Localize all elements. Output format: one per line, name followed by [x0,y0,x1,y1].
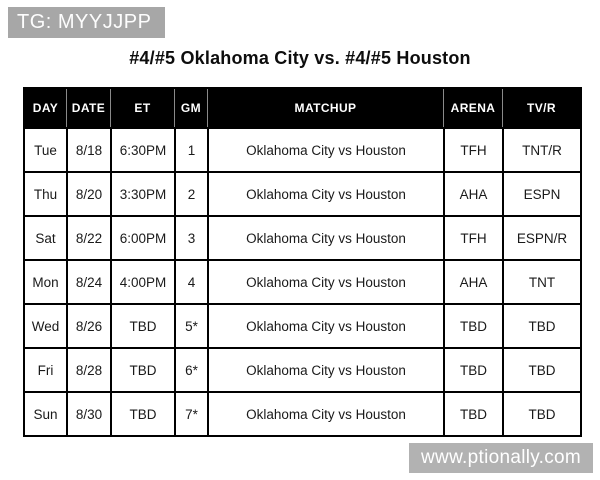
schedule-table-body: Tue 8/18 6:30PM 1 Oklahoma City vs Houston TF… [25,127,580,435]
table-row: Fri 8/28 TBD 6* Oklahoma City vs Houston TBD T… [25,347,580,391]
tag-badge: TG: MYYJJPP [8,7,166,38]
schedule-table-header: DAY DATE ET GM MATCHUP ARENA TV/R [25,89,580,127]
cell-arena: TBD [443,391,502,435]
cell-et: 6:30PM [110,127,174,171]
cell-tv: ESPN [502,171,580,215]
cell-date: 8/18 [66,127,110,171]
cell-arena: TBD [443,303,502,347]
cell-arena: TFH [443,127,502,171]
cell-day: Sun [25,391,66,435]
cell-tv: ESPN/R [502,215,580,259]
table-row: Wed 8/26 TBD 5* Oklahoma City vs Houston TBD T… [25,303,580,347]
cell-matchup: Oklahoma City vs Houston [207,127,443,171]
column-header-tvr: TV/R [502,89,580,127]
cell-et: 6:00PM [110,215,174,259]
cell-tv: TNT [502,259,580,303]
cell-tv: TBD [502,303,580,347]
cell-tv: TBD [502,391,580,435]
column-header-gm: GM [174,89,207,127]
cell-matchup: Oklahoma City vs Houston [207,215,443,259]
column-header-matchup: MATCHUP [207,89,443,127]
cell-et: 4:00PM [110,259,174,303]
column-header-day: DAY [25,89,66,127]
cell-arena: TBD [443,347,502,391]
cell-gm: 7* [174,391,207,435]
cell-day: Mon [25,259,66,303]
table-row: Sat 8/22 6:00PM 3 Oklahoma City vs Houston TF… [25,215,580,259]
cell-date: 8/22 [66,215,110,259]
cell-date: 8/20 [66,171,110,215]
cell-et: 3:30PM [110,171,174,215]
cell-date: 8/30 [66,391,110,435]
cell-gm: 2 [174,171,207,215]
cell-gm: 5* [174,303,207,347]
table-row: Mon 8/24 4:00PM 4 Oklahoma City vs Houston AH… [25,259,580,303]
cell-matchup: Oklahoma City vs Houston [207,347,443,391]
cell-et: TBD [110,303,174,347]
cell-tv: TNT/R [502,127,580,171]
cell-matchup: Oklahoma City vs Houston [207,303,443,347]
cell-day: Sat [25,215,66,259]
column-header-arena: ARENA [443,89,502,127]
cell-matchup: Oklahoma City vs Houston [207,391,443,435]
cell-day: Fri [25,347,66,391]
cell-gm: 4 [174,259,207,303]
cell-matchup: Oklahoma City vs Houston [207,171,443,215]
table-row: Tue 8/18 6:30PM 1 Oklahoma City vs Houston TF… [25,127,580,171]
table-row: Thu 8/20 3:30PM 2 Oklahoma City vs Houston AH… [25,171,580,215]
cell-date: 8/24 [66,259,110,303]
column-header-et: ET [110,89,174,127]
header-row: DAY DATE ET GM MATCHUP ARENA TV/R [25,89,580,127]
cell-gm: 6* [174,347,207,391]
cell-matchup: Oklahoma City vs Houston [207,259,443,303]
cell-date: 8/28 [66,347,110,391]
cell-et: TBD [110,347,174,391]
table-row: Sun 8/30 TBD 7* Oklahoma City vs Houston TBD T… [25,391,580,435]
schedule-table: DAY DATE ET GM MATCHUP ARENA TV/R Tue 8/1… [23,87,582,437]
cell-day: Tue [25,127,66,171]
column-header-date: DATE [66,89,110,127]
watermark: www.ptionally.com [409,443,593,473]
cell-arena: AHA [443,171,502,215]
cell-day: Thu [25,171,66,215]
cell-gm: 3 [174,215,207,259]
cell-date: 8/26 [66,303,110,347]
cell-gm: 1 [174,127,207,171]
cell-day: Wed [25,303,66,347]
cell-tv: TBD [502,347,580,391]
cell-et: TBD [110,391,174,435]
cell-arena: TFH [443,215,502,259]
page-title: #4/#5 Oklahoma City vs. #4/#5 Houston [129,48,471,68]
cell-arena: AHA [443,259,502,303]
